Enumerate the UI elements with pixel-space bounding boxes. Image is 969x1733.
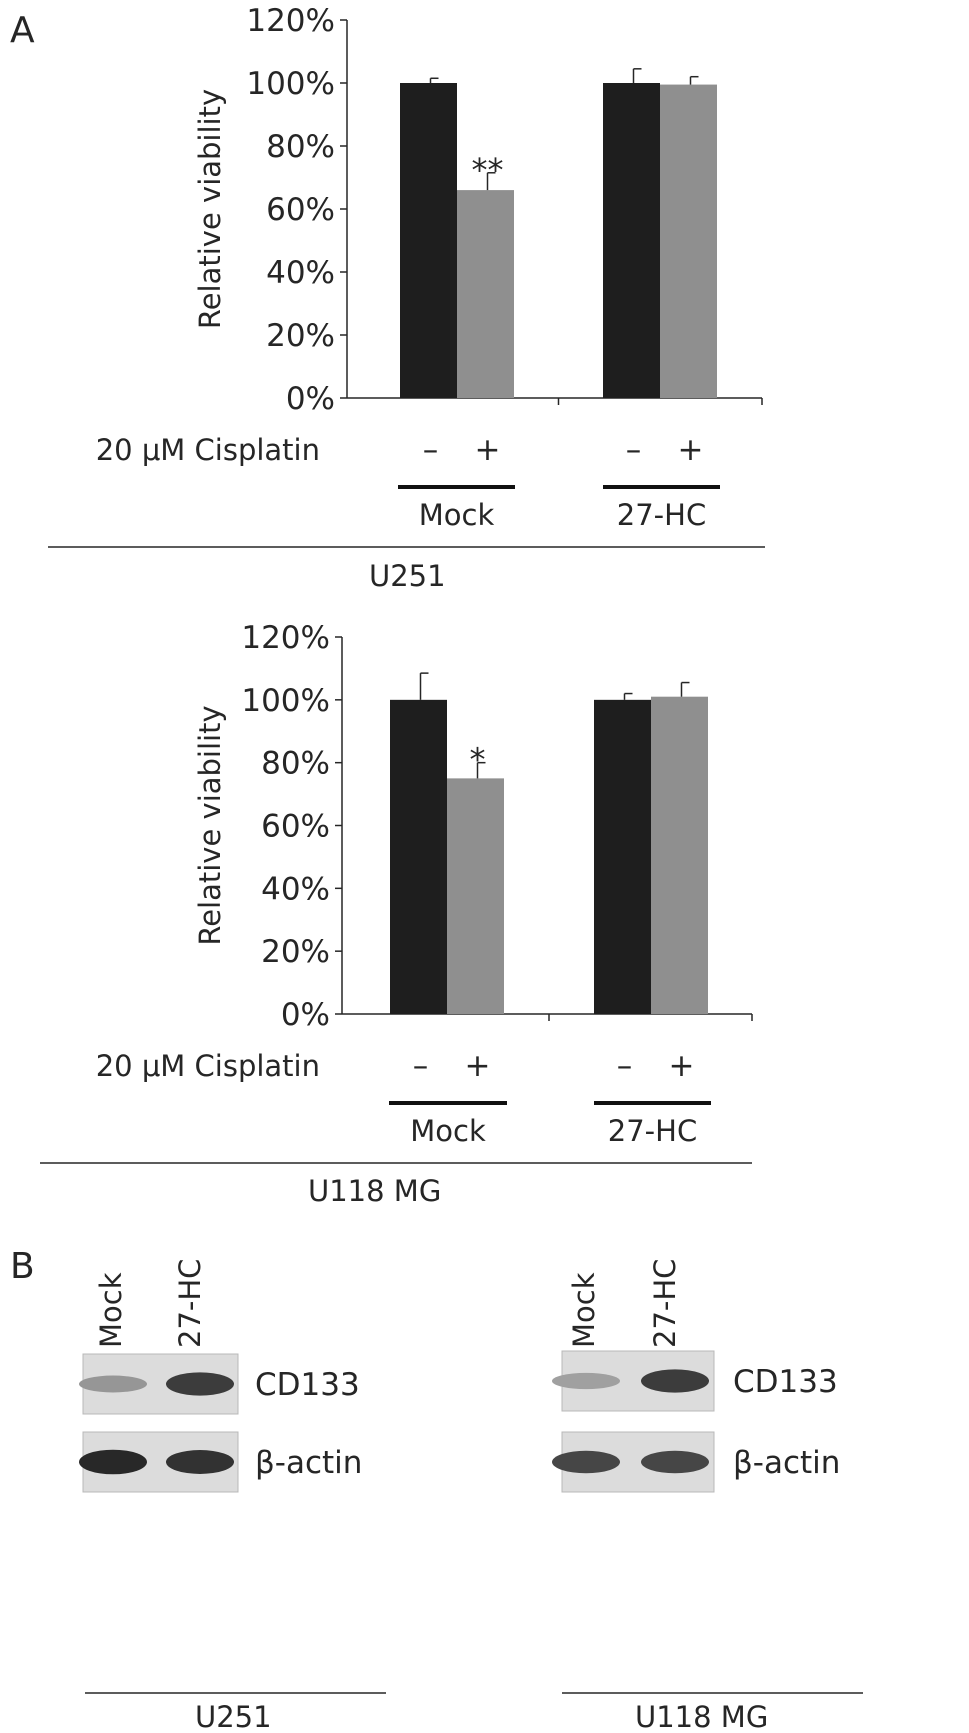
y-tick-label: 40% bbox=[261, 871, 330, 907]
significance-marker: * bbox=[470, 741, 486, 779]
y-axis-label: Relative viability bbox=[193, 89, 227, 329]
treatment-sign: + bbox=[465, 1048, 491, 1084]
blot-band bbox=[552, 1450, 620, 1474]
y-tick-label: 0% bbox=[281, 997, 330, 1033]
cell-line-label: U251 bbox=[369, 559, 446, 593]
blot-band bbox=[79, 1375, 147, 1393]
y-tick-label: 20% bbox=[266, 318, 335, 354]
band-label: CD133 bbox=[733, 1364, 838, 1400]
treatment-sign: + bbox=[669, 1048, 695, 1084]
band-label: β-actin bbox=[255, 1445, 362, 1481]
bar-untreated bbox=[603, 83, 660, 398]
blot-cell-line-label: U118 MG bbox=[635, 1700, 768, 1733]
treatment-sign: – bbox=[423, 432, 439, 468]
panel-label-b: B bbox=[10, 1246, 35, 1287]
treatment-label: 20 μM Cisplatin bbox=[96, 1049, 320, 1083]
group-label: 27-HC bbox=[608, 1114, 697, 1148]
blot-u251: Mock 27-HC CD133 β-actin U251 bbox=[79, 1259, 386, 1733]
panel-label-a: A bbox=[10, 10, 35, 51]
chart-u251: 0% 20% 40% 60% 80% 100% 120% Relative viability… bbox=[48, 3, 765, 593]
y-tick-label: 100% bbox=[241, 683, 330, 719]
chart-u118mg: 0% 20% 40% 60% 80% 100% 120% Relative viability… bbox=[40, 620, 753, 1208]
bar-untreated bbox=[594, 699, 651, 1014]
y-tick-label: 60% bbox=[261, 809, 330, 845]
group-label: Mock bbox=[410, 1114, 486, 1148]
bar-cisplatin bbox=[660, 84, 717, 398]
band-label: CD133 bbox=[255, 1367, 360, 1403]
bar-cisplatin bbox=[457, 190, 514, 398]
y-tick-label: 0% bbox=[286, 381, 335, 417]
blot-u118mg: Mock 27-HC CD133 β-actin U118 MG bbox=[552, 1259, 863, 1733]
cell-line-label: U118 MG bbox=[308, 1174, 441, 1208]
lane-label: Mock bbox=[94, 1272, 128, 1348]
blot-band bbox=[552, 1372, 620, 1390]
group-label: Mock bbox=[419, 498, 495, 532]
treatment-sign: – bbox=[626, 432, 642, 468]
treatment-sign: – bbox=[413, 1048, 429, 1084]
significance-marker: ** bbox=[472, 151, 504, 189]
y-tick-label: 80% bbox=[266, 129, 335, 165]
blot-band bbox=[79, 1449, 147, 1475]
y-tick-label: 120% bbox=[241, 620, 330, 656]
lane-label: Mock bbox=[567, 1272, 601, 1348]
y-tick-label: 20% bbox=[261, 934, 330, 970]
bar-cisplatin bbox=[651, 696, 708, 1014]
treatment-label: 20 μM Cisplatin bbox=[96, 433, 320, 467]
band-label: β-actin bbox=[733, 1445, 840, 1481]
bar-cisplatin bbox=[447, 778, 504, 1014]
bar-untreated bbox=[400, 83, 457, 398]
y-tick-label: 100% bbox=[246, 66, 335, 102]
lane-label: 27-HC bbox=[173, 1259, 207, 1348]
treatment-sign: + bbox=[475, 432, 501, 468]
treatment-sign: – bbox=[617, 1048, 633, 1084]
y-tick-label: 60% bbox=[266, 192, 335, 228]
y-tick-label: 120% bbox=[246, 3, 335, 39]
blot-band bbox=[166, 1372, 234, 1396]
blot-band bbox=[641, 1450, 709, 1474]
y-tick-label: 40% bbox=[266, 255, 335, 291]
bar-untreated bbox=[390, 699, 447, 1014]
y-axis-label: Relative viability bbox=[193, 705, 227, 945]
blot-band bbox=[166, 1450, 234, 1474]
blot-cell-line-label: U251 bbox=[195, 1700, 272, 1733]
y-tick-label: 80% bbox=[261, 746, 330, 782]
treatment-sign: + bbox=[678, 432, 704, 468]
group-label: 27-HC bbox=[617, 498, 706, 532]
lane-label: 27-HC bbox=[648, 1259, 682, 1348]
blot-band bbox=[641, 1369, 709, 1393]
